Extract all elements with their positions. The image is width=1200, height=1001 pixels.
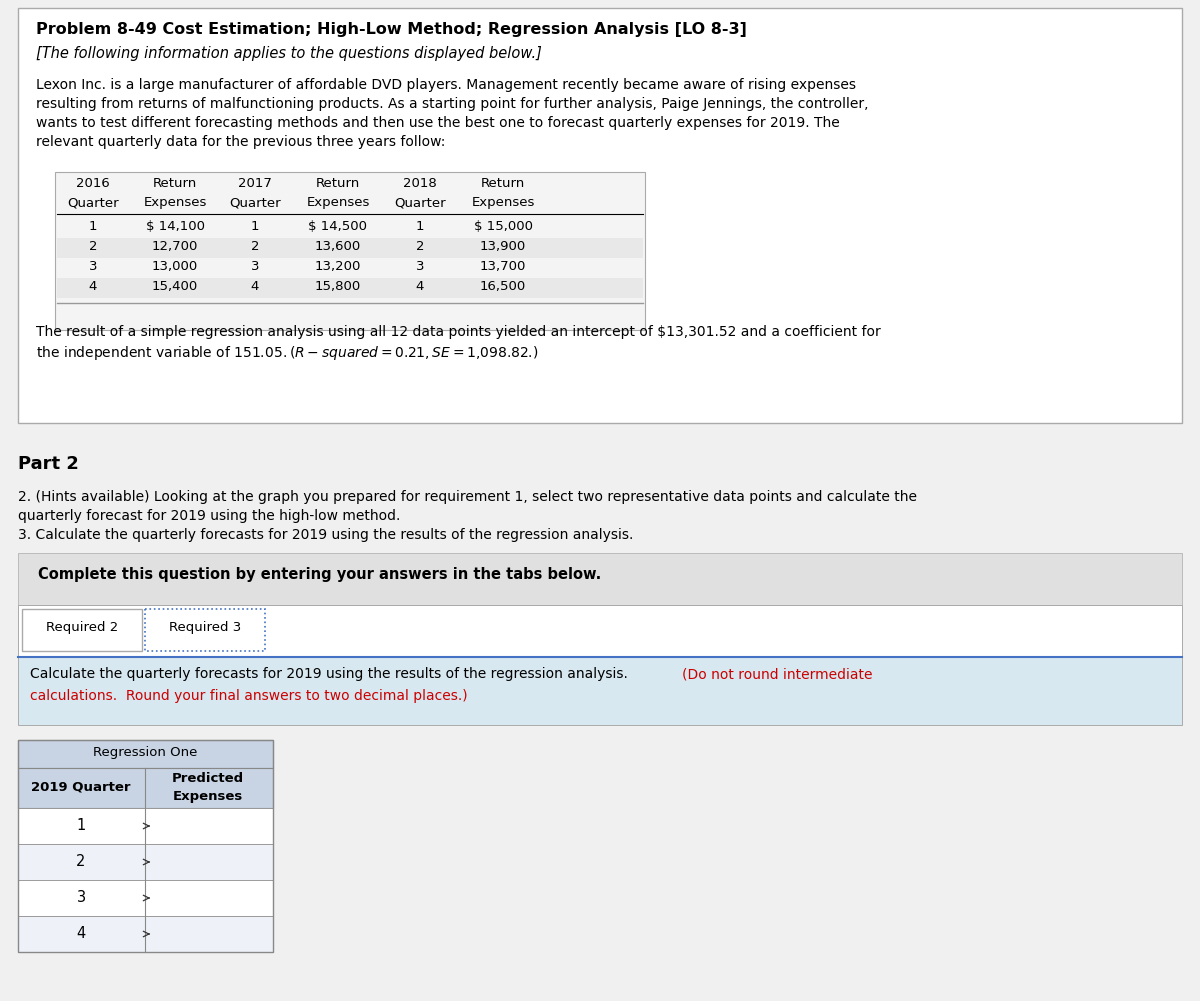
Bar — [18, 553, 1182, 605]
Text: $ 14,500: $ 14,500 — [308, 220, 367, 233]
Text: the independent variable of $151.05. (R-squared = 0.21, SE = $1,098.82.): the independent variable of $151.05. (R-… — [36, 344, 539, 362]
Text: 2: 2 — [415, 240, 425, 253]
Text: relevant quarterly data for the previous three years follow:: relevant quarterly data for the previous… — [36, 135, 445, 149]
Text: Expenses: Expenses — [472, 196, 535, 209]
Text: Quarter: Quarter — [229, 196, 281, 209]
Text: 13,600: 13,600 — [314, 240, 361, 253]
Text: Problem 8-49 Cost Estimation; High-Low Method; Regression Analysis [LO 8-3]: Problem 8-49 Cost Estimation; High-Low M… — [36, 22, 746, 37]
Text: 4: 4 — [251, 280, 259, 293]
Text: resulting from returns of malfunctioning products. As a starting point for furth: resulting from returns of malfunctioning… — [36, 97, 869, 111]
Bar — [18, 768, 274, 808]
Text: wants to test different forecasting methods and then use the best one to forecas: wants to test different forecasting meth… — [36, 116, 840, 130]
Text: 4: 4 — [89, 280, 97, 293]
Text: 3: 3 — [77, 890, 85, 905]
Text: 2: 2 — [251, 240, 259, 253]
Text: Quarter: Quarter — [67, 196, 119, 209]
Text: Quarter: Quarter — [394, 196, 446, 209]
Bar — [18, 880, 274, 916]
Text: 2019 Quarter: 2019 Quarter — [31, 780, 131, 793]
Text: (Do not round intermediate: (Do not round intermediate — [682, 667, 872, 681]
Text: 3: 3 — [89, 260, 97, 273]
Text: $ 15,000: $ 15,000 — [474, 220, 533, 233]
Text: quarterly forecast for 2019 using the high-low method.: quarterly forecast for 2019 using the hi… — [18, 509, 401, 523]
Bar — [18, 740, 274, 768]
Text: $ 14,100: $ 14,100 — [145, 220, 204, 233]
Text: Required 3: Required 3 — [169, 621, 241, 634]
Text: Complete this question by entering your answers in the tabs below.: Complete this question by entering your … — [38, 567, 601, 582]
Text: 3: 3 — [415, 260, 425, 273]
Bar — [18, 605, 1182, 657]
Text: 4: 4 — [77, 926, 85, 941]
Bar — [18, 916, 274, 952]
Bar — [55, 172, 646, 330]
Text: 3: 3 — [251, 260, 259, 273]
Bar — [145, 609, 265, 651]
Text: Required 2: Required 2 — [46, 621, 118, 634]
Text: 2: 2 — [89, 240, 97, 253]
Text: Regression One: Regression One — [94, 746, 198, 759]
Text: 2: 2 — [77, 854, 85, 869]
Text: 12,700: 12,700 — [152, 240, 198, 253]
Text: Return: Return — [481, 177, 526, 190]
Bar — [18, 657, 1182, 725]
Text: Expenses: Expenses — [173, 790, 244, 803]
Text: Predicted: Predicted — [172, 772, 244, 785]
Bar — [58, 278, 643, 298]
Text: 1: 1 — [89, 220, 97, 233]
Text: 1: 1 — [415, 220, 425, 233]
Text: Return: Return — [152, 177, 197, 190]
Bar — [18, 808, 274, 844]
Text: 1: 1 — [77, 818, 85, 833]
Bar — [58, 238, 643, 258]
Text: Return: Return — [316, 177, 360, 190]
Bar — [18, 844, 274, 880]
Text: 2016: 2016 — [76, 177, 110, 190]
Text: 13,700: 13,700 — [480, 260, 526, 273]
Text: 13,000: 13,000 — [152, 260, 198, 273]
Text: 2017: 2017 — [238, 177, 272, 190]
Text: 4: 4 — [416, 280, 424, 293]
Bar — [22, 609, 142, 651]
Text: Lexon Inc. is a large manufacturer of affordable DVD players. Management recentl: Lexon Inc. is a large manufacturer of af… — [36, 78, 856, 92]
Text: 1: 1 — [251, 220, 259, 233]
Text: The result of a simple regression analysis using all 12 data points yielded an i: The result of a simple regression analys… — [36, 325, 881, 339]
Bar — [18, 8, 1182, 423]
Text: 2. (Hints available) Looking at the graph you prepared for requirement 1, select: 2. (Hints available) Looking at the grap… — [18, 490, 917, 504]
Text: 3. Calculate the quarterly forecasts for 2019 using the results of the regressio: 3. Calculate the quarterly forecasts for… — [18, 528, 634, 542]
Text: 2018: 2018 — [403, 177, 437, 190]
Text: 16,500: 16,500 — [480, 280, 526, 293]
Text: Part 2: Part 2 — [18, 455, 79, 473]
Text: [The following information applies to the questions displayed below.]: [The following information applies to th… — [36, 46, 542, 61]
Text: calculations.  Round your final answers to two decimal places.): calculations. Round your final answers t… — [30, 689, 468, 703]
Text: 15,800: 15,800 — [314, 280, 361, 293]
Text: Expenses: Expenses — [306, 196, 370, 209]
Text: 13,900: 13,900 — [480, 240, 526, 253]
Text: 15,400: 15,400 — [152, 280, 198, 293]
Bar — [18, 740, 274, 952]
Text: 13,200: 13,200 — [314, 260, 361, 273]
Text: Expenses: Expenses — [143, 196, 206, 209]
Text: Calculate the quarterly forecasts for 2019 using the results of the regression a: Calculate the quarterly forecasts for 20… — [30, 667, 628, 681]
